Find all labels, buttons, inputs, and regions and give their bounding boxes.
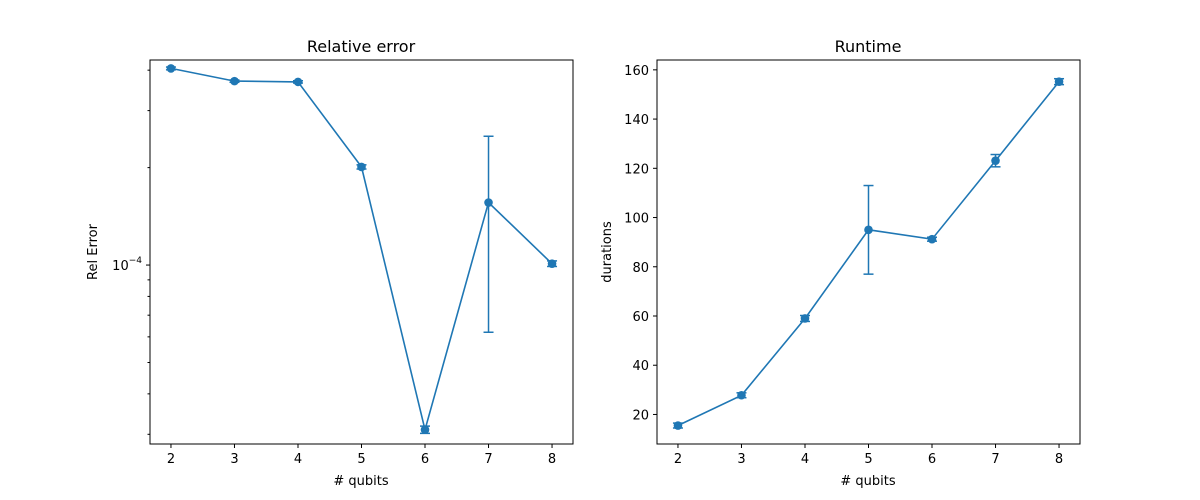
- y-tick-label: 120: [624, 162, 649, 177]
- data-point: [864, 225, 873, 235]
- y-tick-label: 80: [632, 261, 649, 276]
- data-point: [991, 156, 1000, 165]
- relative-error-chart: Relative error # qubits Rel Error 2 3 4 5 6 7…: [86, 37, 574, 489]
- x-axis-label: # qubits: [333, 474, 388, 489]
- y-tick-label: 140: [624, 113, 649, 128]
- y-tick-label: 20: [632, 408, 649, 423]
- chart-title: Relative error: [307, 37, 416, 56]
- data-point: [673, 421, 683, 430]
- x-axis-label: # qubits: [840, 474, 895, 489]
- data-point: [800, 314, 810, 323]
- x-tick-label: 7: [991, 452, 999, 467]
- data-point: [357, 162, 366, 172]
- x-tick-label: 7: [484, 452, 492, 467]
- y-tick-label: 60: [632, 310, 649, 325]
- x-tick-label: 3: [230, 452, 238, 467]
- x-tick-label: 5: [864, 452, 872, 467]
- x-tick-label: 2: [167, 452, 175, 467]
- x-tick-label: 5: [357, 452, 365, 467]
- runtime-chart: Runtime # qubits durations 2 3 4 5 6 7 8 20 40 60…: [600, 37, 1081, 489]
- data-point: [547, 259, 557, 268]
- y-axis-label: durations: [600, 221, 615, 283]
- plot-area: [165, 64, 558, 435]
- data-point: [927, 234, 937, 244]
- x-tick-label: 8: [1055, 452, 1063, 467]
- data-point: [230, 76, 239, 86]
- x-tick-label: 2: [674, 452, 682, 467]
- x-tick-label: 3: [737, 452, 745, 467]
- y-tick-label: 10−4: [112, 256, 142, 274]
- y-axis-label: Rel Error: [86, 223, 101, 280]
- x-tick-label: 6: [421, 452, 429, 467]
- data-point: [166, 64, 176, 73]
- data-point: [484, 198, 493, 207]
- data-point: [420, 425, 430, 434]
- plot-area: [672, 77, 1065, 430]
- y-tick-label: 40: [632, 359, 649, 374]
- x-tick-label: 6: [928, 452, 936, 467]
- axis-ticks: 2 3 4 5 6 7 8 20 40 60 80 100 120 140 160: [624, 64, 1063, 467]
- data-point: [1054, 77, 1064, 86]
- x-tick-label: 8: [548, 452, 556, 467]
- y-tick-label: 100: [624, 212, 649, 227]
- chart-title: Runtime: [835, 37, 902, 56]
- data-point: [737, 390, 746, 400]
- y-tick-label: 160: [624, 64, 649, 79]
- x-tick-label: 4: [294, 452, 302, 467]
- axis-ticks: 2 3 4 5 6 7 8 10−4: [112, 69, 556, 467]
- x-tick-label: 4: [801, 452, 809, 467]
- data-point: [293, 77, 303, 87]
